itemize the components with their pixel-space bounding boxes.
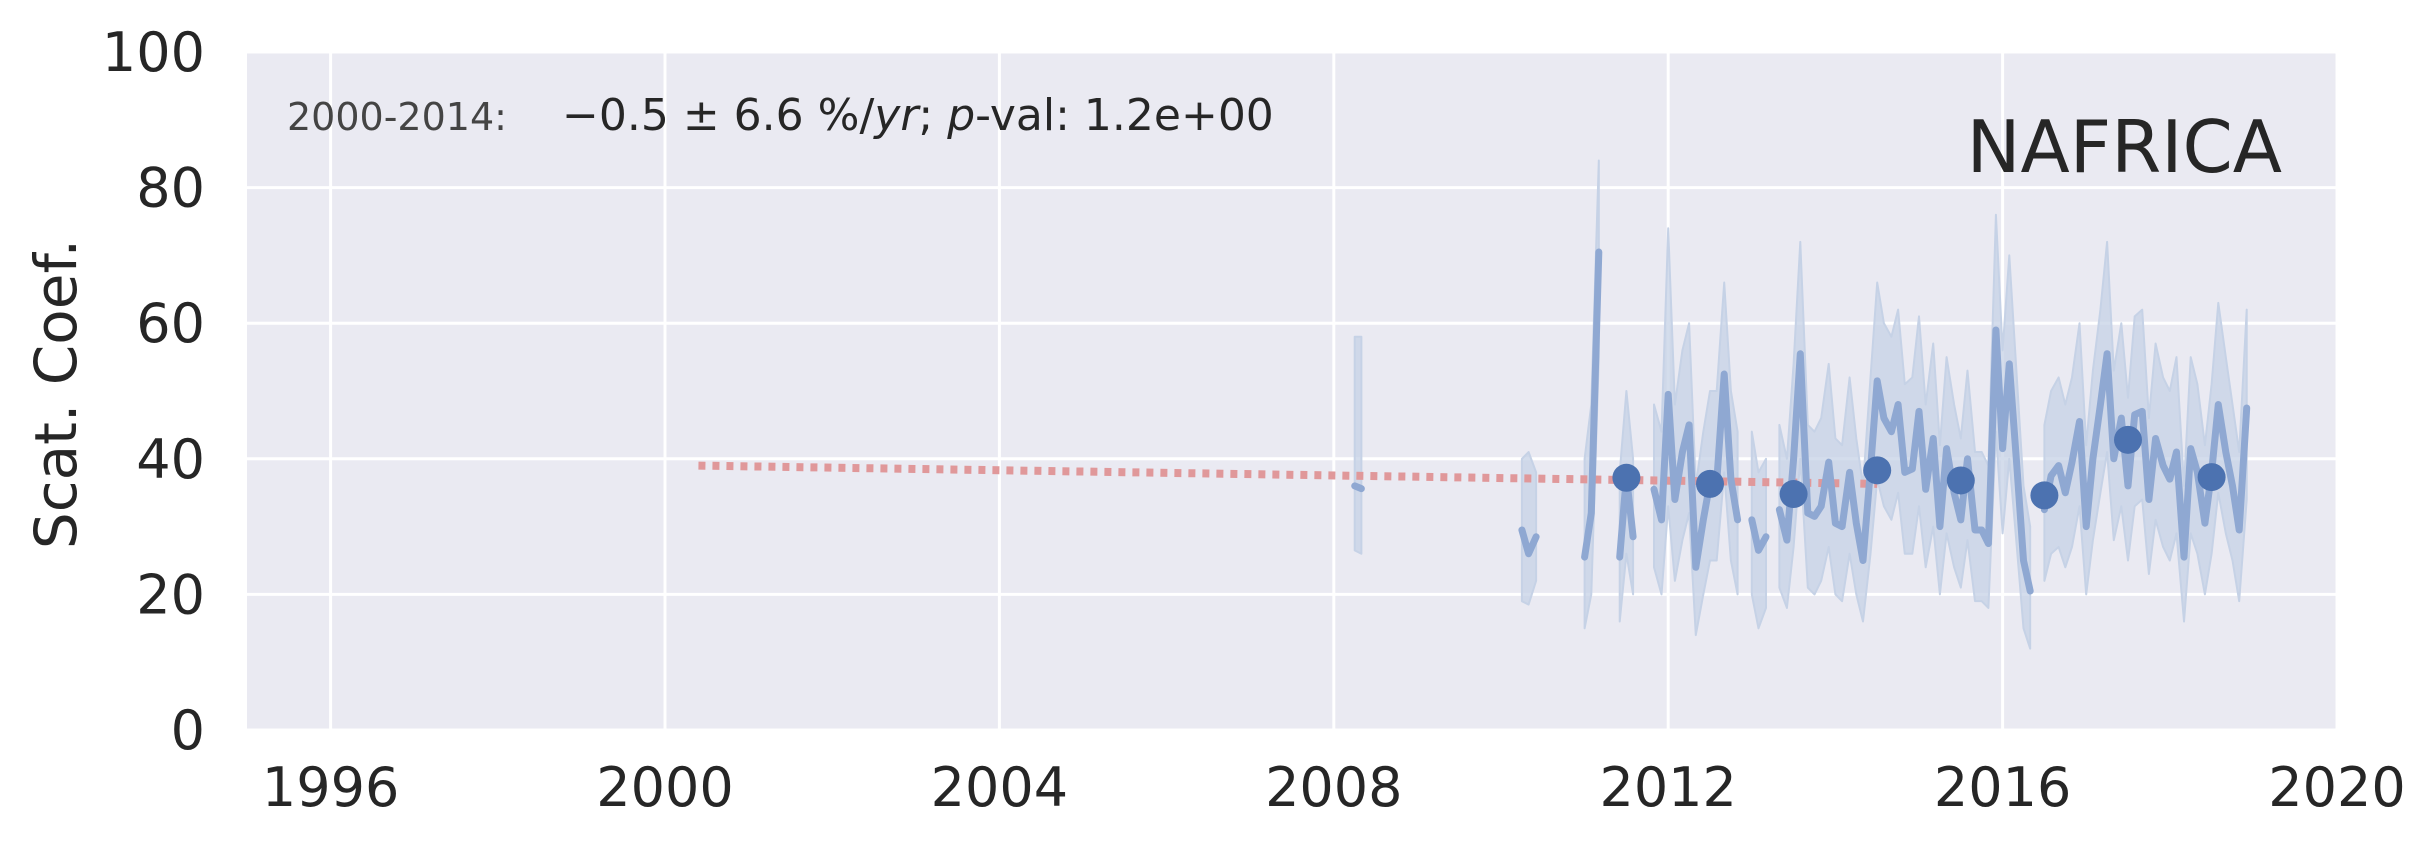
trend-stats-p: p xyxy=(946,90,975,141)
trend-annotation: 2000-2014: −0.5 ± 6.6 %/yr; p-val: 1.2e+0… xyxy=(287,90,1274,141)
x-tick-label-2020: 2020 xyxy=(2268,756,2405,819)
monthly-line-segment-0 xyxy=(1351,482,1365,493)
plot-background xyxy=(247,52,2337,730)
y-axis-label: Scat. Coef. xyxy=(22,239,90,549)
trend-stats-prefix: −0.5 ± 6.6 %/ xyxy=(562,90,874,141)
x-tick-label-2004: 2004 xyxy=(931,756,1068,819)
trend-stats-suffix: -val: 1.2e+00 xyxy=(975,90,1274,141)
monthly-line-segment-2 xyxy=(1581,248,1603,561)
y-tick-label-40: 40 xyxy=(136,428,205,491)
annual-point-1 xyxy=(1696,469,1724,498)
annual-point-5 xyxy=(2030,481,2059,510)
x-axis-ticks: 1996 2000 2004 2008 2012 2016 2020 xyxy=(262,756,2406,819)
monthly-series xyxy=(1351,248,2251,595)
x-tick-label-2000: 2000 xyxy=(596,756,733,819)
trend-stats-unit: yr xyxy=(872,90,921,141)
y-tick-label-20: 20 xyxy=(136,563,205,626)
annual-point-2 xyxy=(1779,480,1808,509)
annual-point-4 xyxy=(1946,466,1975,495)
annual-points xyxy=(1612,425,2226,510)
monthly-line-segment-4 xyxy=(1650,370,1742,571)
y-tick-label-0: 0 xyxy=(171,699,205,762)
y-tick-label-80: 80 xyxy=(136,157,205,220)
annual-point-7 xyxy=(2197,463,2226,492)
annual-point-3 xyxy=(1863,456,1892,485)
monthly-line-segment-1 xyxy=(1518,526,1540,558)
x-tick-label-2012: 2012 xyxy=(1599,756,1736,819)
annual-point-0 xyxy=(1612,463,1641,492)
band-segment-0 xyxy=(1353,335,1363,555)
monthly-line-segment-6 xyxy=(1775,326,2034,595)
monthly-line-segment-7 xyxy=(2040,350,2251,561)
y-tick-label-100: 100 xyxy=(102,21,205,84)
trend-stats-sep: ; xyxy=(918,90,947,141)
x-tick-label-2016: 2016 xyxy=(1934,756,2071,819)
band-segment-1 xyxy=(1520,451,1538,606)
band-segment-4 xyxy=(1652,227,1739,637)
band-segment-6 xyxy=(1778,213,2032,650)
monthly-line-segment-5 xyxy=(1748,516,1770,554)
annual-point-6 xyxy=(2114,425,2142,454)
trend-period: 2000-2014: xyxy=(287,95,507,139)
x-tick-label-2008: 2008 xyxy=(1265,756,1402,819)
region-label: NAFRICA xyxy=(1967,105,2282,189)
x-tick-label-1996: 1996 xyxy=(262,756,399,819)
y-axis-ticks: 0 20 40 60 80 100 xyxy=(102,21,205,762)
y-tick-label-60: 60 xyxy=(136,292,205,355)
